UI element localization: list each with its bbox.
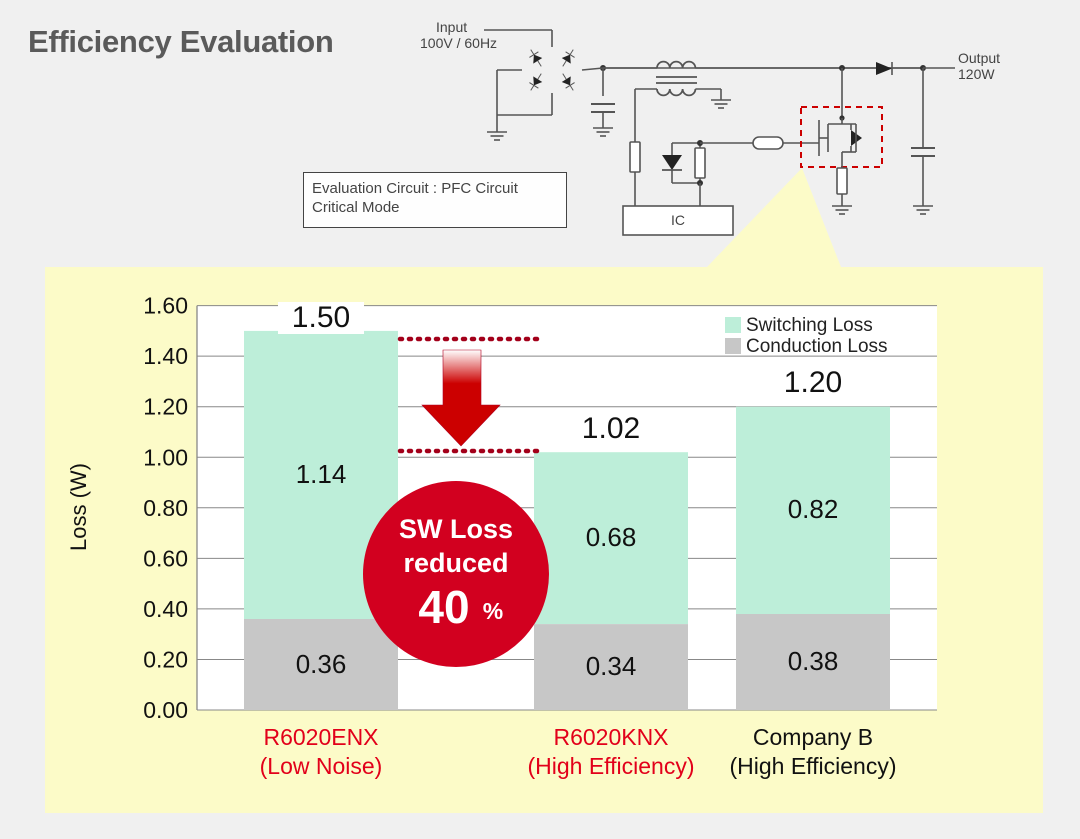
svg-text:Loss (W): Loss (W) (66, 463, 91, 551)
svg-text:SW Loss: SW Loss (399, 514, 513, 544)
svg-text:0.80: 0.80 (143, 495, 188, 521)
svg-text:(High Efficiency): (High Efficiency) (729, 753, 896, 779)
svg-text:0.82: 0.82 (788, 494, 839, 524)
svg-text:0.60: 0.60 (143, 545, 188, 571)
svg-text:Company B: Company B (753, 724, 873, 750)
svg-text:1.40: 1.40 (143, 343, 188, 369)
svg-text:1.14: 1.14 (296, 459, 347, 489)
svg-text:0.00: 0.00 (143, 697, 188, 723)
svg-text:1.20: 1.20 (784, 366, 842, 399)
svg-text:%: % (483, 598, 503, 624)
svg-text:0.20: 0.20 (143, 646, 188, 672)
svg-text:(Low Noise): (Low Noise) (260, 753, 383, 779)
svg-text:0.38: 0.38 (788, 646, 839, 676)
svg-text:Conduction Loss: Conduction Loss (746, 336, 888, 357)
svg-text:0.34: 0.34 (586, 651, 637, 681)
svg-text:1.00: 1.00 (143, 444, 188, 470)
svg-text:0.40: 0.40 (143, 596, 188, 622)
svg-text:1.50: 1.50 (292, 301, 350, 334)
svg-text:reduced: reduced (403, 548, 508, 578)
svg-text:R6020ENX: R6020ENX (263, 724, 378, 750)
svg-text:0.36: 0.36 (296, 649, 347, 679)
svg-text:R6020KNX: R6020KNX (553, 724, 668, 750)
svg-text:1.02: 1.02 (582, 412, 640, 445)
svg-text:(High Efficiency): (High Efficiency) (527, 753, 694, 779)
svg-text:1.20: 1.20 (143, 394, 188, 420)
svg-text:1.60: 1.60 (143, 293, 188, 319)
svg-text:0.68: 0.68 (586, 522, 637, 552)
svg-text:40: 40 (418, 581, 469, 633)
svg-text:Switching Loss: Switching Loss (746, 315, 873, 336)
